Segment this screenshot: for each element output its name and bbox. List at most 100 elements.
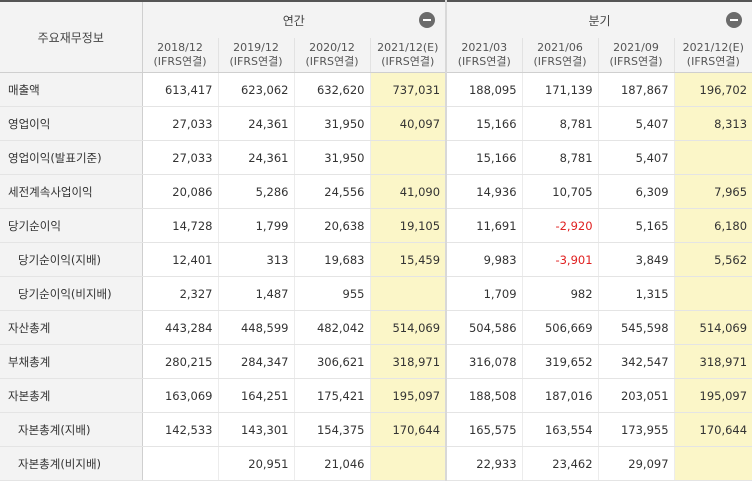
value-cell: 319,652 bbox=[521, 344, 599, 379]
period-date: 2021/12(E) bbox=[377, 41, 439, 54]
table-row: 당기순이익(지배) 12,401 313 19,683 15,459 9,983 -3,90… bbox=[0, 242, 752, 277]
period-basis: (IFRS연결) bbox=[457, 55, 511, 68]
value-cell: 10,705 bbox=[521, 174, 599, 209]
period-header: 2020/12 (IFRS연결) bbox=[293, 38, 370, 73]
value-cell: 12,401 bbox=[141, 242, 218, 277]
row-label: 영업이익 bbox=[0, 106, 143, 141]
value-cell: 8,313 bbox=[673, 106, 752, 141]
value-cell bbox=[673, 446, 752, 481]
value-cell: 187,867 bbox=[597, 72, 675, 107]
value-cell: 545,598 bbox=[597, 310, 675, 345]
period-basis: (IFRS연결) bbox=[229, 55, 283, 68]
value-cell: 24,556 bbox=[293, 174, 370, 209]
value-cell: 9,983 bbox=[445, 242, 523, 277]
period-header: 2021/03 (IFRS연결) bbox=[445, 38, 523, 73]
value-cell: 195,097 bbox=[673, 378, 752, 413]
value-cell: 195,097 bbox=[369, 378, 448, 413]
value-cell: 443,284 bbox=[141, 310, 218, 345]
table-row: 자본총계(비지배) 20,951 21,046 22,933 23,462 29,097 bbox=[0, 446, 752, 481]
annual-group-header: 연간 bbox=[142, 0, 448, 38]
value-cell: 737,031 bbox=[369, 72, 448, 107]
value-cell: 163,554 bbox=[521, 412, 599, 447]
row-label: 자본총계(지배) bbox=[0, 412, 143, 447]
value-cell: 154,375 bbox=[293, 412, 370, 447]
value-cell: 506,669 bbox=[521, 310, 599, 345]
value-cell: 14,936 bbox=[445, 174, 523, 209]
period-date: 2019/12 bbox=[233, 41, 279, 54]
value-cell: 188,095 bbox=[445, 72, 523, 107]
value-cell: 20,951 bbox=[217, 446, 294, 481]
value-cell: 514,069 bbox=[369, 310, 448, 345]
value-cell: 41,090 bbox=[369, 174, 448, 209]
period-basis: (IFRS연결) bbox=[305, 55, 359, 68]
value-cell: 31,950 bbox=[293, 140, 370, 175]
value-cell: 284,347 bbox=[217, 344, 294, 379]
value-cell: 8,781 bbox=[521, 106, 599, 141]
value-cell: 7,965 bbox=[673, 174, 752, 209]
period-header: 2021/09 (IFRS연결) bbox=[597, 38, 675, 73]
value-cell: 514,069 bbox=[673, 310, 752, 345]
quarterly-group-header: 분기 bbox=[446, 0, 752, 38]
value-cell: 632,620 bbox=[293, 72, 370, 107]
value-cell: 955 bbox=[293, 276, 370, 311]
value-cell: 40,097 bbox=[369, 106, 448, 141]
value-cell: 1,709 bbox=[445, 276, 523, 311]
period-header: 2021/12(E) (IFRS연결) bbox=[369, 38, 448, 73]
period-date: 2020/12 bbox=[309, 41, 355, 54]
row-label: 부채총계 bbox=[0, 344, 143, 379]
value-cell: 15,166 bbox=[445, 140, 523, 175]
value-cell: 342,547 bbox=[597, 344, 675, 379]
table-row: 영업이익(발표기준) 27,033 24,361 31,950 15,166 8,781 5… bbox=[0, 140, 752, 175]
value-cell: 31,950 bbox=[293, 106, 370, 141]
value-cell: 170,644 bbox=[673, 412, 752, 447]
row-label: 영업이익(발표기준) bbox=[0, 140, 143, 175]
quarterly-group-label: 분기 bbox=[588, 13, 611, 28]
period-basis: (IFRS연결) bbox=[381, 55, 435, 68]
value-cell bbox=[673, 140, 752, 175]
quarterly-collapse-icon[interactable] bbox=[726, 12, 743, 28]
value-cell: 22,933 bbox=[445, 446, 523, 481]
period-date: 2021/09 bbox=[613, 41, 659, 54]
value-cell: -3,901 bbox=[521, 242, 599, 277]
value-cell: 203,051 bbox=[597, 378, 675, 413]
value-cell: 188,508 bbox=[445, 378, 523, 413]
annual-collapse-icon[interactable] bbox=[419, 12, 436, 28]
value-cell: 280,215 bbox=[141, 344, 218, 379]
value-cell: 173,955 bbox=[597, 412, 675, 447]
value-cell: 171,139 bbox=[521, 72, 599, 107]
value-cell: 1,799 bbox=[217, 208, 294, 243]
row-label: 세전계속사업이익 bbox=[0, 174, 143, 209]
table-row: 당기순이익 14,728 1,799 20,638 19,105 11,691 -2,920… bbox=[0, 208, 752, 243]
value-cell: 1,315 bbox=[597, 276, 675, 311]
row-label: 자본총계(비지배) bbox=[0, 446, 143, 481]
row-label: 당기순이익(비지배) bbox=[0, 276, 143, 311]
annual-group-label: 연간 bbox=[282, 13, 305, 28]
value-cell: 20,638 bbox=[293, 208, 370, 243]
value-cell: 19,683 bbox=[293, 242, 370, 277]
value-cell bbox=[369, 276, 448, 311]
value-cell: 5,407 bbox=[597, 140, 675, 175]
period-basis: (IFRS연결) bbox=[609, 55, 663, 68]
period-date: 2021/06 bbox=[537, 41, 583, 54]
row-label: 당기순이익 bbox=[0, 208, 143, 243]
table-row: 부채총계 280,215 284,347 306,621 318,971 316,078 3… bbox=[0, 344, 752, 379]
value-cell: 142,533 bbox=[141, 412, 218, 447]
period-basis: (IFRS연결) bbox=[153, 55, 207, 68]
value-cell: 196,702 bbox=[673, 72, 752, 107]
value-cell: 316,078 bbox=[445, 344, 523, 379]
corner-header: 주요재무정보 bbox=[0, 0, 143, 73]
row-label: 당기순이익(지배) bbox=[0, 242, 143, 277]
value-cell: 623,062 bbox=[217, 72, 294, 107]
value-cell: 982 bbox=[521, 276, 599, 311]
value-cell: 6,180 bbox=[673, 208, 752, 243]
table-row: 자본총계(지배) 142,533 143,301 154,375 170,644 165,… bbox=[0, 412, 752, 447]
value-cell: 23,462 bbox=[521, 446, 599, 481]
value-cell: 318,971 bbox=[369, 344, 448, 379]
row-label: 자산총계 bbox=[0, 310, 143, 345]
value-cell: 29,097 bbox=[597, 446, 675, 481]
value-cell: 21,046 bbox=[293, 446, 370, 481]
value-cell: 19,105 bbox=[369, 208, 448, 243]
period-date: 2021/12(E) bbox=[682, 41, 744, 54]
period-date: 2021/03 bbox=[461, 41, 508, 54]
